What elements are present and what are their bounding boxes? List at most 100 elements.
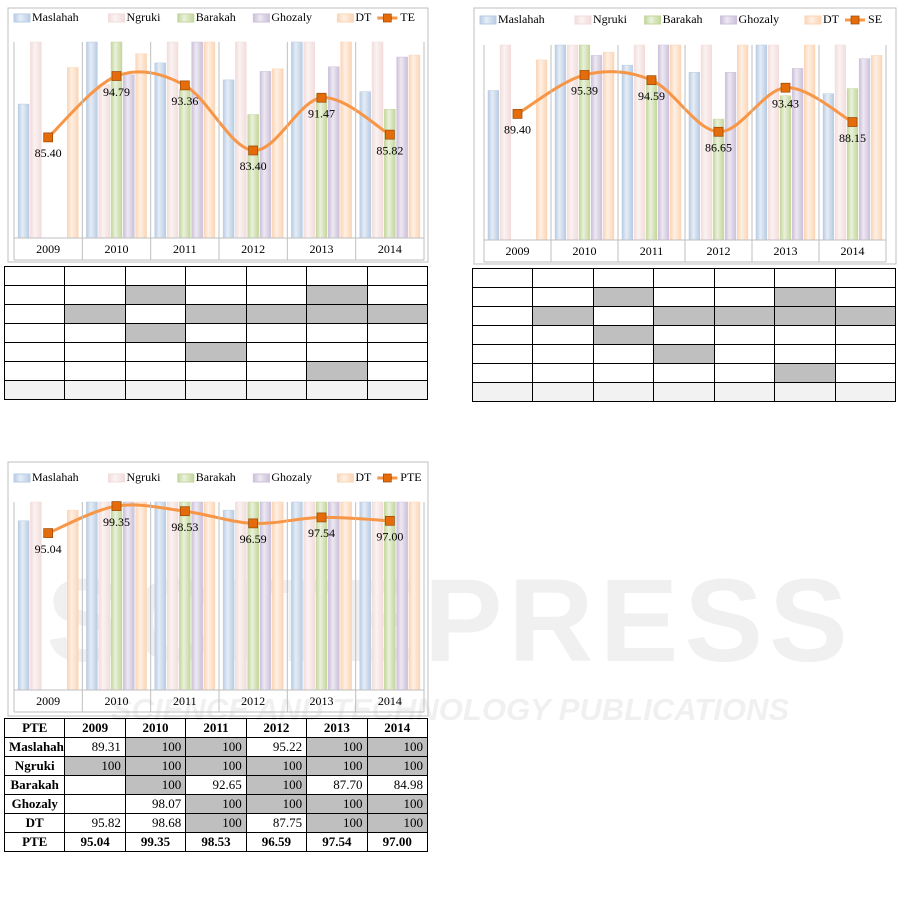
table-cell <box>124 323 187 343</box>
bar <box>123 74 135 239</box>
bar <box>822 93 834 241</box>
bar <box>259 71 272 239</box>
table-cell: 100 <box>185 813 247 833</box>
table-cell: 100 <box>185 737 247 757</box>
table-cell <box>532 325 594 345</box>
table-cell <box>713 344 776 364</box>
bar <box>621 64 633 241</box>
legend-label: Maslahah <box>32 470 79 484</box>
table-cell <box>366 323 429 343</box>
legend-label: Ghozaly <box>271 470 312 484</box>
table-cell <box>64 266 126 286</box>
table-cell: 2009 <box>64 718 126 738</box>
legend-swatch <box>252 473 270 483</box>
table-cell <box>713 306 776 326</box>
table-cell <box>471 268 534 288</box>
x-tick-label: 2009 <box>36 694 60 708</box>
table-cell: 98.07 <box>124 794 187 814</box>
line-marker <box>384 515 395 526</box>
table-cell <box>124 285 187 305</box>
table-cell <box>713 363 776 383</box>
bar <box>30 501 42 691</box>
bar <box>67 509 79 691</box>
bar <box>272 68 284 239</box>
legend-swatch <box>177 473 195 483</box>
legend-label: Ngruki <box>127 470 162 484</box>
table-cell <box>653 268 715 288</box>
x-tick-label: 2014 <box>841 244 865 258</box>
table-cell <box>592 306 655 326</box>
table-cell <box>64 775 126 795</box>
legend-label: DT <box>355 10 372 24</box>
table-cell <box>306 266 368 286</box>
table-cell <box>64 361 126 381</box>
table-cell <box>471 344 534 364</box>
table-cell <box>366 361 429 381</box>
bar <box>536 59 548 241</box>
table-cell: 96.59 <box>245 832 308 852</box>
bar <box>222 79 235 239</box>
table-cell: 2011 <box>185 718 247 738</box>
legend-label: Maslahah <box>498 12 545 26</box>
x-tick-label: 2010 <box>105 694 129 708</box>
table-row: Ghozaly 98.07 100 100 100 100 <box>3 794 429 814</box>
line-marker <box>646 75 657 86</box>
table-cell <box>245 342 308 362</box>
table-cell: 84.98 <box>366 775 429 795</box>
legend-label: TE <box>400 10 415 24</box>
bar <box>645 78 658 241</box>
table-row <box>471 325 897 345</box>
table-cell: PTE <box>3 832 66 852</box>
legend-marker <box>850 15 860 25</box>
table-cell <box>306 304 368 324</box>
table-cell <box>532 268 594 288</box>
bar <box>17 520 30 691</box>
table-cell: 100 <box>306 794 368 814</box>
table-cell <box>592 363 655 383</box>
x-tick-label: 2011 <box>173 242 197 256</box>
table-cell <box>3 266 66 286</box>
x-tick-label: 2010 <box>573 244 597 258</box>
table-cell <box>774 325 836 345</box>
table-cell: 100 <box>185 794 247 814</box>
line-marker <box>847 117 858 127</box>
bar <box>359 501 371 691</box>
table-cell <box>64 323 126 343</box>
bar <box>222 509 235 691</box>
table-cell <box>834 344 897 364</box>
legend-label: SE <box>868 12 882 26</box>
table-cell: 100 <box>185 756 247 776</box>
table-cell <box>366 342 429 362</box>
legend-swatch <box>336 473 354 483</box>
table-cell <box>185 323 247 343</box>
table-cell <box>185 285 247 305</box>
legend-label: PTE <box>400 470 421 484</box>
legend-label: DT <box>823 12 840 26</box>
table-cell: 100 <box>124 756 187 776</box>
legend-label: Ngruki <box>127 10 162 24</box>
table-cell <box>3 304 66 324</box>
table-cell <box>653 287 715 307</box>
legend-swatch <box>804 15 822 25</box>
data-label: 89.40 <box>504 123 531 137</box>
x-tick-label: 2012 <box>241 242 265 256</box>
bar <box>408 501 421 691</box>
data-label: 85.82 <box>376 143 403 157</box>
bar <box>259 501 272 691</box>
table-cell: 87.75 <box>245 813 308 833</box>
bar <box>191 41 203 239</box>
table-cell <box>3 323 66 343</box>
table-cell <box>834 306 897 326</box>
legend-swatch <box>574 15 592 25</box>
line <box>47 70 391 152</box>
table-cell <box>653 344 715 364</box>
table-cell <box>532 306 594 326</box>
table-cell: 100 <box>306 756 368 776</box>
bar <box>247 114 259 239</box>
table-cell <box>306 323 368 343</box>
bar <box>67 67 79 239</box>
table-cell <box>245 323 308 343</box>
table-cell <box>774 344 836 364</box>
bar <box>487 90 499 241</box>
table-row <box>3 380 429 400</box>
